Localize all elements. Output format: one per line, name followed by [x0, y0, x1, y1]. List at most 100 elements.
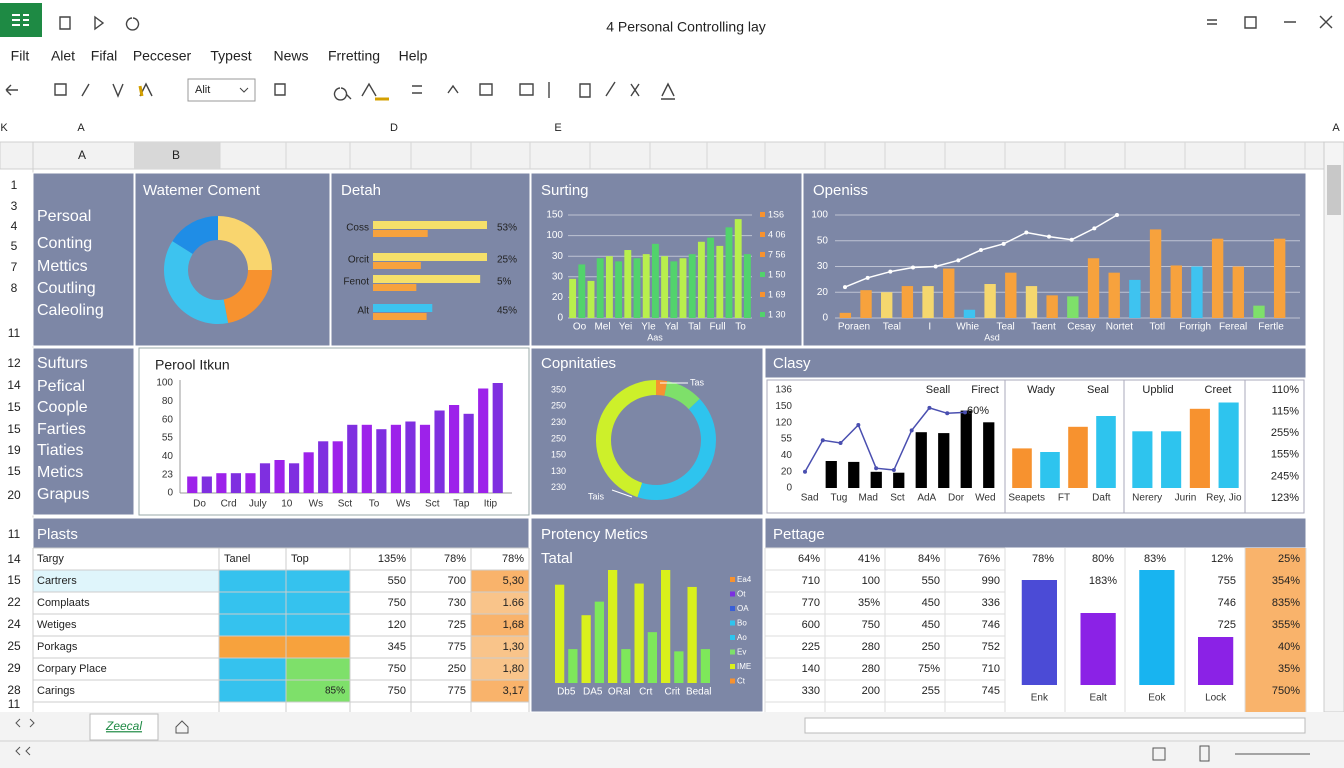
menu-item[interactable]: Alet — [51, 48, 75, 64]
font-box[interactable] — [187, 78, 256, 102]
row-number: 15 — [7, 422, 21, 436]
y-tick-label: 23 — [162, 469, 174, 480]
panel-title: Openiss — [813, 182, 868, 199]
bar — [405, 421, 416, 493]
bar — [1232, 266, 1244, 318]
bar — [1218, 402, 1239, 488]
x-tick-label: 10 — [281, 499, 293, 510]
table-cell-text: 550 — [388, 575, 406, 587]
row-number: 15 — [7, 464, 21, 478]
legend-swatch — [760, 292, 765, 297]
bar — [303, 452, 314, 493]
side-label: 230 — [551, 417, 566, 427]
toolbar-icons[interactable] — [5, 81, 675, 101]
y-tick-label: 60 — [162, 414, 174, 425]
table-cell-text: 755 — [1218, 575, 1236, 587]
y-tick-label: 55 — [781, 434, 793, 445]
y-tick-label: 100 — [156, 378, 173, 389]
bar — [734, 219, 742, 318]
menu-item[interactable]: News — [273, 48, 308, 64]
bar — [1161, 431, 1182, 488]
toolbar-color-accent — [138, 85, 389, 101]
bar — [621, 649, 631, 683]
bar — [578, 264, 586, 318]
table-cell-text: 354% — [1272, 575, 1300, 587]
table-cell — [1245, 548, 1306, 712]
ruler-label: D — [390, 122, 398, 134]
x-tick-label: Fertle — [1258, 322, 1284, 333]
legend-swatch — [760, 252, 765, 257]
table-cell-text: 100 — [862, 575, 880, 587]
font-box-text: Alit — [195, 84, 210, 96]
table-cell — [219, 570, 286, 592]
bar — [1189, 408, 1210, 488]
table-cell — [471, 614, 529, 636]
menu-item[interactable]: Typest — [210, 48, 251, 64]
horizontal-scrollbar[interactable] — [804, 717, 1306, 734]
row-number: 7 — [11, 260, 18, 274]
sub-header: Firect — [971, 384, 999, 396]
status-icons[interactable] — [1152, 745, 1310, 762]
bar — [1132, 431, 1153, 488]
x-tick-label: Ws — [309, 499, 323, 510]
legend-label: Ct — [737, 677, 746, 686]
x-tick-label: FT — [1058, 493, 1070, 504]
x-tick-label: Tal — [688, 322, 701, 333]
window-controls[interactable] — [1207, 15, 1333, 29]
table-cell-text: 345 — [388, 641, 406, 653]
y-tick-label: 20 — [781, 466, 793, 477]
line-point — [911, 265, 915, 270]
bar — [1211, 238, 1224, 318]
y-tick-label: 30 — [817, 261, 829, 272]
bar — [1273, 238, 1286, 318]
menu-item[interactable]: Frretting — [328, 48, 380, 64]
table-cell-text: 990 — [982, 575, 1000, 587]
line-point — [1024, 230, 1029, 235]
x-tick-label: Yei — [619, 322, 633, 333]
add-sheet[interactable] — [175, 720, 189, 734]
table-cell-text: 600 — [802, 619, 820, 631]
y-tick-label: 0 — [786, 483, 792, 494]
table-cell-text: 1,80 — [503, 663, 524, 675]
sheet-tab-label[interactable]: Zeecal — [105, 719, 142, 733]
legend-swatch — [730, 664, 735, 669]
legend-label: Ea4 — [737, 575, 752, 584]
table-cell-text: 750 — [388, 685, 406, 697]
category-label: Alt — [357, 306, 369, 317]
menu-item[interactable]: Pecceser — [133, 48, 192, 64]
table-cell-text: Cartrers — [37, 575, 77, 587]
bar — [848, 461, 860, 488]
bar — [245, 473, 256, 493]
scroll-thumb[interactable] — [1327, 165, 1341, 215]
line-point — [1001, 241, 1006, 246]
bar — [373, 262, 421, 269]
row-number: 12 — [7, 356, 21, 370]
legend-label: 1 69 — [768, 289, 786, 299]
bar — [332, 441, 343, 493]
sheet-tab[interactable] — [89, 713, 159, 741]
donut-segment — [218, 216, 272, 270]
legend-label: 4 06 — [768, 229, 786, 239]
percent-label: 255% — [1271, 427, 1299, 439]
menu-item[interactable]: Filt — [11, 48, 30, 64]
x-note: Asd — [984, 332, 1000, 342]
quick-access-icons[interactable] — [59, 15, 140, 31]
bar — [1012, 448, 1032, 488]
x-tick-label: Sct — [338, 499, 353, 510]
sheet-nav[interactable] — [15, 718, 35, 756]
table-cell-text: 770 — [802, 597, 820, 609]
bar — [373, 284, 417, 291]
bar — [419, 424, 431, 493]
sidebar-label: Grapus — [37, 486, 89, 503]
menu-item[interactable]: Help — [399, 48, 428, 64]
menu-item[interactable]: Fifal — [91, 48, 117, 64]
line-point — [888, 269, 893, 274]
vertical-scrollbar[interactable] — [1323, 141, 1344, 713]
table-header: 135% — [378, 553, 406, 565]
y-tick-label: 30 — [552, 271, 564, 282]
legend-label: 7 56 — [768, 249, 786, 259]
x-tick-label: DA5 — [583, 687, 603, 698]
bar — [376, 429, 387, 493]
app-icon[interactable] — [0, 3, 42, 37]
x-tick-label: Nerery — [1132, 493, 1162, 504]
